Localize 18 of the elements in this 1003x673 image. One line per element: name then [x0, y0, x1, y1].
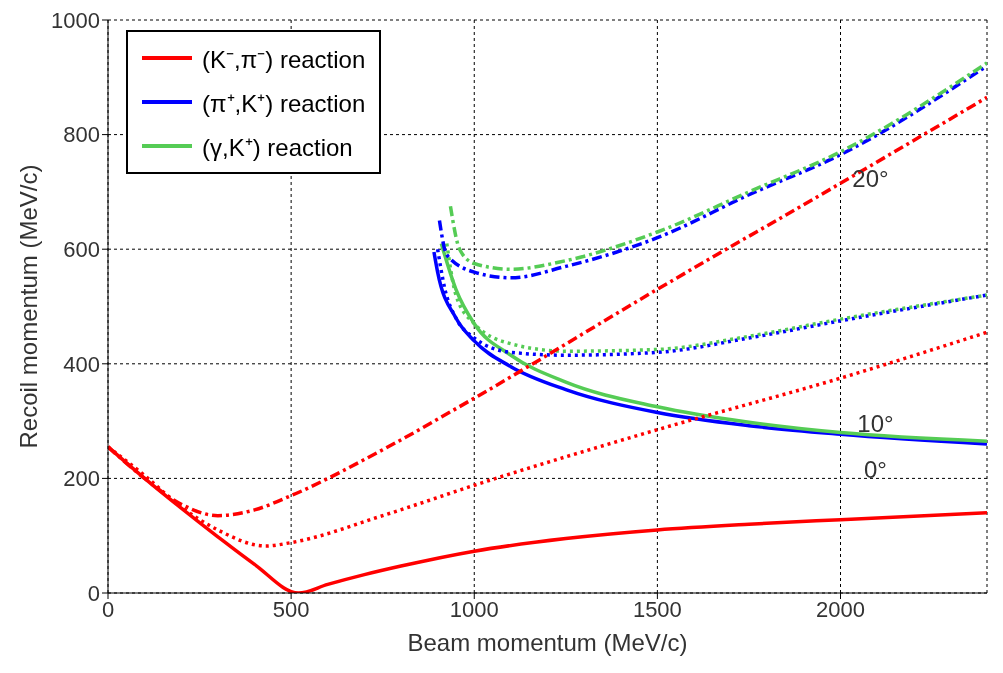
x-tick-label: 1000 [449, 596, 499, 622]
annotation: 20° [852, 164, 889, 192]
annotation: 0° [864, 456, 887, 484]
y-tick-label: 400 [63, 351, 100, 377]
annotation: 10° [857, 409, 894, 437]
y-axis-title: Recoil momentum (MeV/c) [14, 164, 42, 449]
y-tick-label: 800 [63, 122, 100, 148]
legend-label: (π⁺,K⁺) reaction [202, 88, 366, 119]
legend-label: (γ,K⁺) reaction [202, 132, 353, 163]
x-tick-label: 1500 [632, 596, 682, 622]
x-axis-title: Beam momentum (MeV/c) [407, 629, 688, 656]
y-tick-label: 1000 [51, 7, 100, 33]
legend-label: (K⁻,π⁻) reaction [202, 44, 366, 75]
x-tick-label: 2000 [816, 596, 865, 622]
y-tick-label: 200 [63, 466, 100, 492]
y-tick-label: 600 [63, 237, 100, 263]
x-tick-label: 500 [272, 596, 310, 622]
y-tick-label: 0 [87, 580, 100, 606]
